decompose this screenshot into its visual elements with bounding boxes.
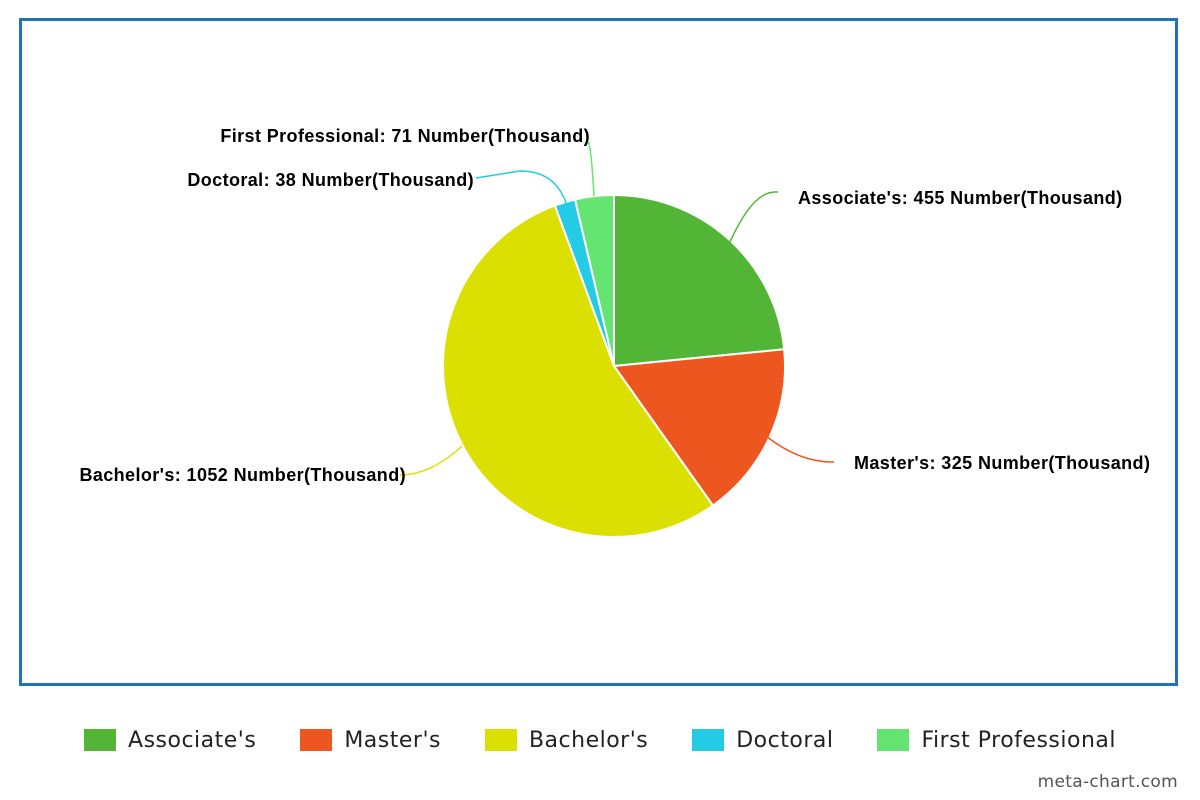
legend-label: Bachelor's — [528, 727, 649, 753]
connector-line — [729, 191, 778, 243]
legend-swatch — [692, 729, 725, 751]
connector-line — [765, 435, 834, 463]
credit-text: meta-chart.com — [1037, 772, 1178, 792]
legend-item[interactable]: Master's — [300, 728, 441, 753]
slice-data-label: Master's: 325 Number(Thousand) — [854, 453, 1150, 473]
legend-label: First Professional — [921, 727, 1116, 753]
legend: Associate's Master's Bachelor's Doctoral Fir… — [0, 722, 1200, 758]
connector-line — [475, 170, 567, 204]
pie-slice-bachelor-s[interactable] — [442, 204, 714, 538]
legend-swatch — [300, 729, 333, 751]
slice-data-label: Doctoral: 38 Number(Thousand) — [187, 170, 474, 190]
legend-swatch — [84, 729, 117, 751]
connector-line — [399, 445, 463, 476]
pie-chart: Associate's: 455 Number(Thousand) Master'… — [79, 126, 1150, 538]
pie-slice-associate-s[interactable] — [613, 194, 786, 367]
connector-line — [587, 142, 595, 197]
legend-item[interactable]: Associate's — [84, 728, 256, 753]
pie-slice-first-professional[interactable] — [574, 194, 615, 367]
legend-label: Associate's — [128, 727, 257, 753]
slice-data-label: Associate's: 455 Number(Thousand) — [798, 188, 1123, 208]
legend-label: Doctoral — [736, 727, 834, 753]
pie-slice-master-s[interactable] — [613, 348, 786, 507]
legend-swatch — [484, 729, 517, 751]
legend-item[interactable]: Doctoral — [692, 728, 833, 753]
slice-data-label: First Professional: 71 Number(Thousand) — [220, 126, 590, 146]
legend-item[interactable]: Bachelor's — [484, 727, 649, 753]
legend-label: Master's — [344, 727, 441, 753]
chart-frame — [19, 18, 1178, 686]
legend-swatch — [877, 729, 910, 751]
slice-data-label: Bachelor's: 1052 Number(Thousand) — [79, 465, 406, 485]
legend-item[interactable]: First Professional — [877, 728, 1116, 753]
